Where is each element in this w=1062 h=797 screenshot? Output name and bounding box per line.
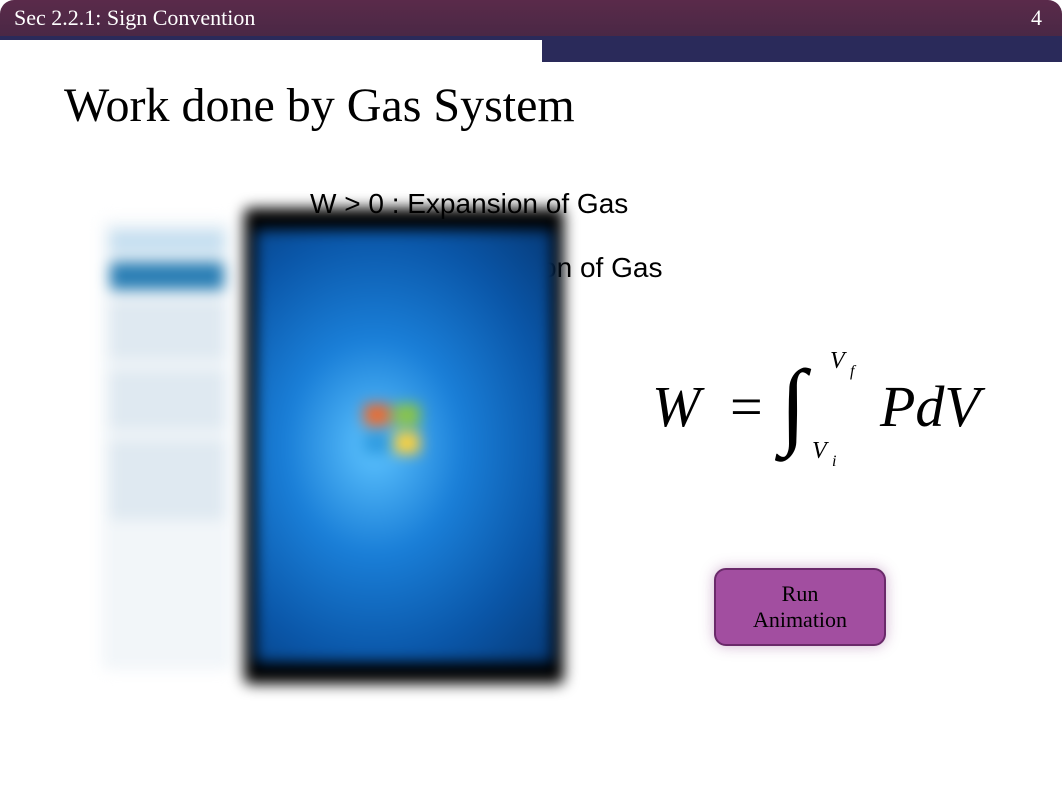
page-number: 4	[1031, 5, 1042, 31]
thumbnail-wallpaper	[256, 230, 552, 662]
header-accent	[542, 40, 1062, 62]
eq-equals: =	[730, 374, 763, 439]
section-label: Sec 2.2.1: Sign Convention	[14, 5, 255, 31]
thumbnail-control-panel	[102, 220, 232, 670]
eq-upper-limit-sub: f	[850, 363, 857, 380]
work-integral-equation: W = ∫ V f V i PdV	[640, 340, 1040, 480]
eq-integrand: PdV	[879, 374, 986, 439]
slide-header: Sec 2.2.1: Sign Convention 4	[0, 0, 1062, 36]
eq-lower-limit-sub: i	[832, 453, 836, 470]
eq-lhs: W	[652, 374, 705, 439]
run-button-line1: Run	[782, 581, 819, 607]
run-animation-button[interactable]: Run Animation	[714, 568, 886, 646]
integral-sign-icon: ∫	[774, 350, 812, 462]
os-logo-icon	[364, 404, 420, 454]
thumbnail-device	[244, 208, 564, 684]
slide-title: Work done by Gas System	[64, 78, 575, 133]
animation-thumbnail	[92, 208, 592, 698]
eq-upper-limit: V	[830, 348, 847, 374]
eq-lower-limit: V	[812, 438, 829, 464]
run-button-line2: Animation	[753, 607, 847, 633]
